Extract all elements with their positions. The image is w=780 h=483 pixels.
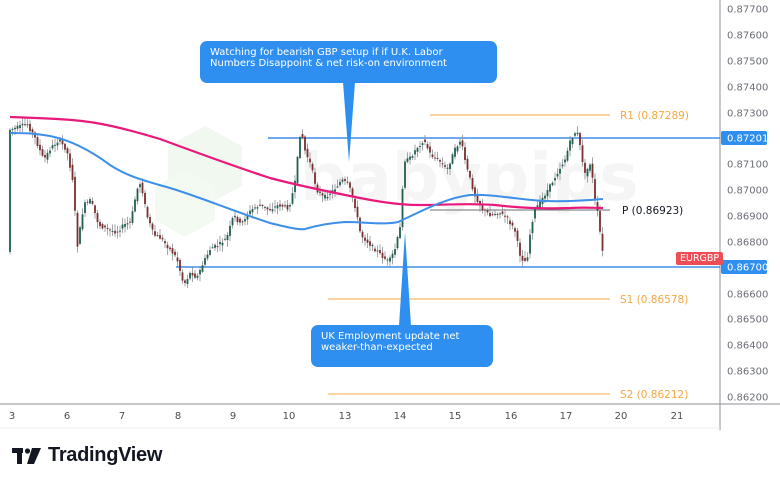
price-tick-label: 0.87000 [727, 186, 768, 197]
top-callout-pointer [343, 82, 355, 162]
price-tick-label: 0.86300 [727, 367, 768, 378]
r1-label: R1 (0.87289) [620, 110, 689, 122]
babypips-watermark: babypips [155, 126, 638, 237]
time-tick-label: 13 [339, 411, 352, 422]
tradingview-logo-text: TradingView [48, 444, 163, 466]
time-tick-label: 10 [283, 411, 296, 422]
price-tick-label: 0.87600 [727, 31, 768, 42]
s1-label: S1 (0.86578) [620, 294, 688, 306]
bottom-callout: UK Employment update net weaker-than-exp… [311, 325, 493, 367]
bottom-callout-pointer [399, 232, 411, 326]
current-price-text: 0.86700 [727, 263, 768, 274]
tradingview-logo[interactable]: TradingView [12, 444, 162, 467]
time-tick-label: 3 [9, 411, 15, 422]
time-axis[interactable]: 3 6 7 8 9 10 13 14 15 16 17 20 21 [9, 411, 684, 422]
price-tick-label: 0.87700 [727, 5, 768, 16]
top-callout: Watching for bearish GBP setup if if U.K… [200, 41, 497, 83]
time-tick-label: 6 [64, 411, 70, 422]
price-tick-label: 0.86500 [727, 315, 768, 326]
price-axis[interactable]: 0.87700 0.87600 0.87500 0.87400 0.87300 0.871… [727, 5, 768, 404]
price-tick-label: 0.87100 [727, 160, 768, 171]
time-tick-label: 20 [615, 411, 628, 422]
s2-label: S2 (0.86212) [620, 389, 688, 401]
candlesticks [9, 117, 604, 289]
price-tick-label: 0.86800 [727, 238, 768, 249]
price-tick-label: 0.86900 [727, 212, 768, 223]
price-tick-label: 0.86200 [727, 393, 768, 404]
sma-100-line [9, 132, 604, 231]
time-tick-label: 9 [230, 411, 236, 422]
resistance-price-tag [721, 131, 767, 145]
resistance-price-text: 0.87201 [727, 134, 768, 145]
price-tick-label: 0.87500 [727, 57, 768, 68]
time-tick-label: 15 [449, 411, 462, 422]
pivot-label: P (0.86923) [622, 205, 683, 217]
price-tick-label: 0.86600 [727, 290, 768, 301]
current-price-tag [721, 260, 767, 274]
time-tick-label: 16 [505, 411, 518, 422]
price-tick-label: 0.86400 [727, 341, 768, 352]
time-tick-label: 21 [671, 411, 684, 422]
time-tick-label: 14 [394, 411, 407, 422]
time-tick-label: 17 [560, 411, 573, 422]
time-tick-label: 7 [119, 411, 125, 422]
price-chart[interactable]: babypips 0.877000.876000.875000.874000.8… [0, 0, 780, 430]
symbol-tag: EURGBP [676, 252, 724, 265]
sma-200-line [9, 115, 604, 210]
tradingview-logo-icon [12, 447, 41, 464]
price-tick-label: 0.87300 [727, 109, 768, 120]
time-tick-label: 8 [175, 411, 181, 422]
price-tick-label: 0.87400 [727, 83, 768, 94]
